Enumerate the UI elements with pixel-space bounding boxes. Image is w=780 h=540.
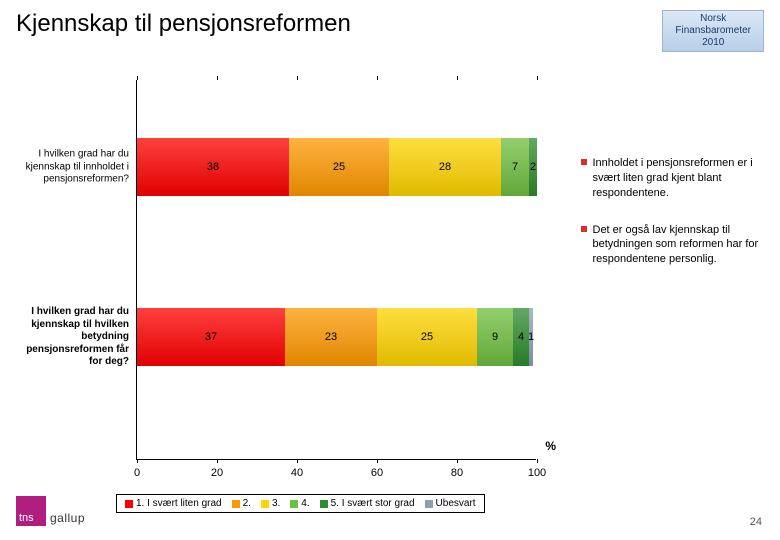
bar-category-label: I hvilken grad har du kjennskap til innh… bbox=[17, 148, 129, 186]
page-title: Kjennskap til pensjonsreformen bbox=[16, 10, 351, 38]
bar-segment: 2 bbox=[529, 138, 537, 196]
legend-item: 3. bbox=[261, 498, 280, 509]
legend-label: 1. I svært liten grad bbox=[136, 498, 222, 509]
axis-tick-label: 40 bbox=[291, 467, 303, 479]
notes-column: Innholdet i pensjonsreformen er i svært … bbox=[575, 60, 765, 513]
axis-tick bbox=[457, 76, 458, 80]
legend-item: 2. bbox=[232, 498, 251, 509]
bar-segment: 25 bbox=[377, 308, 477, 366]
logo-box: tns bbox=[16, 496, 46, 526]
legend-label: 4. bbox=[301, 498, 309, 509]
axis-tick bbox=[377, 76, 378, 80]
chart-legend: 1. I svært liten grad 2. 3. 4. 5. I svært st… bbox=[116, 494, 485, 513]
axis-tick bbox=[537, 76, 538, 80]
axis-tick bbox=[217, 459, 218, 463]
legend-label: 5. I svært stor grad bbox=[331, 498, 415, 509]
note-item: Det er også lav kjennskap til betydninge… bbox=[581, 223, 765, 268]
bar-segment: 38 bbox=[137, 138, 289, 196]
bar-segment: 4 bbox=[513, 308, 529, 366]
bar-segment: 37 bbox=[137, 308, 285, 366]
axis-tick bbox=[377, 459, 378, 463]
axis-tick-label: 20 bbox=[211, 467, 223, 479]
legend-swatch bbox=[425, 500, 433, 508]
logo-text: gallup bbox=[50, 511, 85, 526]
bar-segment: 23 bbox=[285, 308, 377, 366]
axis-tick bbox=[297, 459, 298, 463]
page-number: 24 bbox=[750, 516, 762, 528]
legend-item: 5. I svært stor grad bbox=[320, 498, 415, 509]
legend-label: 3. bbox=[272, 498, 280, 509]
bar-category-label: I hvilken grad har du kjennskap til hvil… bbox=[17, 306, 129, 369]
brand-badge: Norsk Finansbarometer 2010 bbox=[662, 10, 764, 52]
axis-tick-label: 60 bbox=[371, 467, 383, 479]
axis-tick bbox=[537, 459, 538, 463]
legend-item: 1. I svært liten grad bbox=[125, 498, 222, 509]
bar-segment: 7 bbox=[501, 138, 529, 196]
bar-row: I hvilken grad har du kjennskap til innh… bbox=[137, 138, 537, 196]
bar-segment: 28 bbox=[389, 138, 501, 196]
axis-tick bbox=[297, 76, 298, 80]
bar-segment: 1 bbox=[529, 308, 533, 366]
bar-row: I hvilken grad har du kjennskap til hvil… bbox=[137, 308, 533, 366]
axis-tick bbox=[137, 76, 138, 80]
chart-plot-area: % 020406080100I hvilken grad har du kjen… bbox=[136, 80, 536, 460]
axis-tick bbox=[217, 76, 218, 80]
axis-tick-label: 0 bbox=[134, 467, 140, 479]
legend-item: Ubesvart bbox=[425, 498, 476, 509]
header: Kjennskap til pensjonsreformen Norsk Fin… bbox=[0, 0, 780, 60]
chart-column: % 0 20 40 60 80 100 I hvilken grad har du kjen… bbox=[16, 60, 575, 513]
badge-line: 2010 bbox=[675, 37, 751, 49]
note-item: Innholdet i pensjonsreformen er i svært … bbox=[581, 156, 765, 201]
axis-tick bbox=[137, 459, 138, 463]
legend-swatch bbox=[261, 500, 269, 508]
badge-line: Finansbarometer bbox=[675, 25, 751, 37]
legend-swatch bbox=[320, 500, 328, 508]
brand-logo: tns gallup bbox=[16, 496, 85, 526]
legend-item: 4. bbox=[290, 498, 309, 509]
legend-label: Ubesvart bbox=[436, 498, 476, 509]
legend-swatch bbox=[125, 500, 133, 508]
bar-segment: 9 bbox=[477, 308, 513, 366]
axis-tick-label: 100 bbox=[528, 467, 546, 479]
legend-swatch bbox=[290, 500, 298, 508]
bar-segment: 25 bbox=[289, 138, 389, 196]
axis-unit-label: % bbox=[545, 439, 556, 453]
axis-tick-label: 80 bbox=[451, 467, 463, 479]
badge-line: Norsk bbox=[675, 13, 751, 25]
legend-swatch bbox=[232, 500, 240, 508]
axis-tick bbox=[457, 459, 458, 463]
main-content: % 0 20 40 60 80 100 I hvilken grad har du kjen… bbox=[0, 60, 780, 513]
legend-label: 2. bbox=[243, 498, 251, 509]
